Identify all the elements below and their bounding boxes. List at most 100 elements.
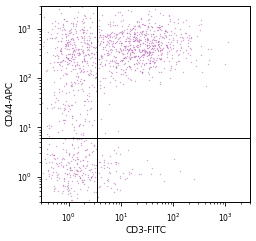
Point xyxy=(70,43,74,47)
Point xyxy=(144,31,148,35)
Point xyxy=(128,43,132,47)
Point xyxy=(138,54,143,58)
Point xyxy=(114,162,118,166)
Point xyxy=(132,47,136,51)
Point xyxy=(174,49,178,53)
Point xyxy=(108,35,112,39)
Point xyxy=(128,51,132,55)
Point xyxy=(50,173,54,176)
Point xyxy=(67,31,71,34)
Point xyxy=(94,75,98,79)
Point xyxy=(123,56,127,60)
Point xyxy=(143,61,147,65)
Point xyxy=(158,27,162,31)
Point xyxy=(150,59,154,63)
Point xyxy=(52,94,56,97)
Point xyxy=(72,146,76,150)
Point xyxy=(88,25,92,29)
Point xyxy=(72,174,77,178)
Point xyxy=(88,68,92,72)
Point xyxy=(129,171,133,174)
Point xyxy=(108,22,112,26)
Point xyxy=(106,22,110,26)
Point xyxy=(64,82,68,86)
Point xyxy=(121,82,125,86)
Point xyxy=(146,24,150,27)
Point xyxy=(63,137,67,141)
Point xyxy=(131,50,135,54)
Point xyxy=(66,42,70,46)
Point xyxy=(56,21,60,25)
Point xyxy=(179,39,183,43)
Point xyxy=(120,41,124,45)
Point xyxy=(70,198,74,202)
Point xyxy=(86,108,90,112)
Point xyxy=(168,18,172,21)
Point xyxy=(146,12,151,16)
Point xyxy=(115,24,119,27)
Point xyxy=(76,10,80,14)
Point xyxy=(170,56,174,60)
Point xyxy=(127,48,131,52)
Point xyxy=(95,62,99,66)
Point xyxy=(125,176,129,180)
Point xyxy=(111,41,115,45)
Point xyxy=(145,44,149,48)
Point xyxy=(87,73,91,76)
Point xyxy=(125,47,129,51)
Point xyxy=(132,32,136,36)
Point xyxy=(61,189,66,193)
Point xyxy=(62,106,66,110)
Point xyxy=(163,29,167,33)
Point xyxy=(48,61,52,65)
Point xyxy=(176,17,180,20)
Point xyxy=(66,52,70,56)
Point xyxy=(55,162,59,166)
Point xyxy=(150,75,154,79)
Point xyxy=(141,54,145,57)
Point xyxy=(73,64,77,68)
Point xyxy=(87,177,91,181)
Point xyxy=(111,65,115,68)
Point xyxy=(56,60,60,64)
Point xyxy=(114,35,119,39)
Point xyxy=(75,15,79,19)
Point xyxy=(78,159,82,163)
Point xyxy=(71,88,76,92)
Point xyxy=(41,40,46,44)
Point xyxy=(102,85,106,89)
Point xyxy=(143,39,147,42)
Point xyxy=(81,31,86,35)
Point xyxy=(64,35,68,39)
Point xyxy=(60,59,64,63)
Point xyxy=(145,43,149,47)
Point xyxy=(108,154,112,157)
Point xyxy=(126,64,131,68)
Point xyxy=(75,35,79,39)
Point xyxy=(133,47,137,51)
Point xyxy=(132,51,136,55)
Point xyxy=(75,169,79,173)
Point xyxy=(82,119,87,123)
Point xyxy=(77,63,81,67)
Point xyxy=(119,30,123,33)
Point xyxy=(72,60,76,64)
Point xyxy=(186,38,190,42)
Point xyxy=(116,36,121,40)
Point xyxy=(150,25,154,29)
Point xyxy=(80,49,84,53)
Point xyxy=(66,179,70,182)
Point xyxy=(91,60,95,63)
Point xyxy=(86,47,90,51)
Point xyxy=(59,39,63,43)
Point xyxy=(174,33,178,37)
Point xyxy=(54,96,58,100)
Point xyxy=(64,99,68,103)
Point xyxy=(167,33,172,37)
Point xyxy=(82,69,86,73)
Point xyxy=(71,24,75,28)
Point xyxy=(133,38,137,42)
Point xyxy=(44,69,48,73)
Point xyxy=(85,69,89,73)
Point xyxy=(69,103,73,107)
